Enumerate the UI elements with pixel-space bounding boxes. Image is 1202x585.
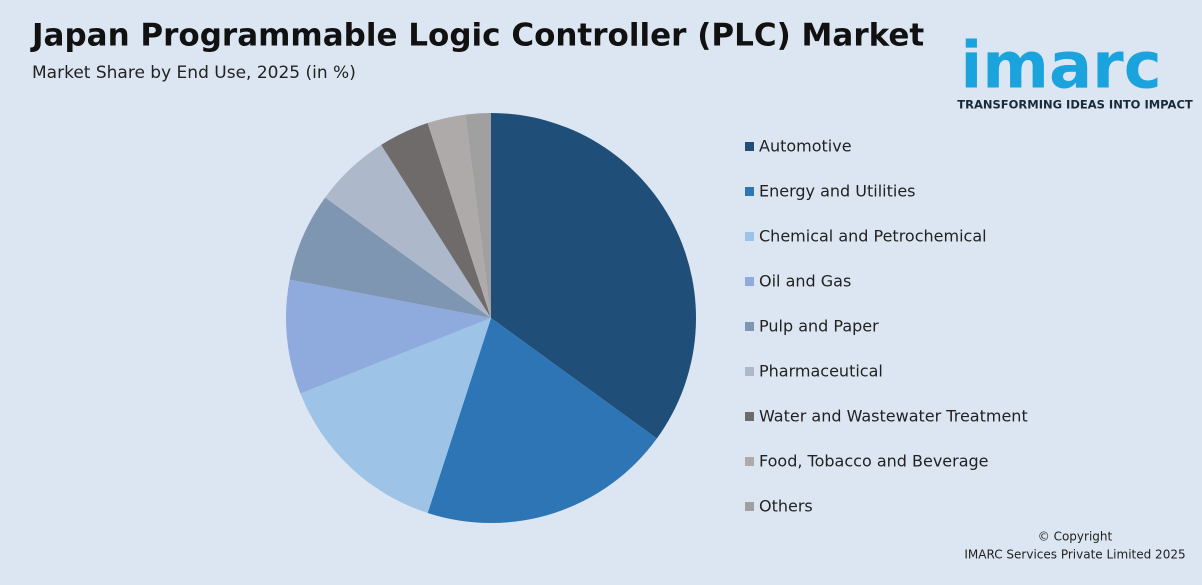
logo-name: imarc xyxy=(960,30,1161,104)
legend-swatch xyxy=(745,502,754,511)
chart-subtitle: Market Share by End Use, 2025 (in %) xyxy=(32,63,356,83)
legend-label: Others xyxy=(759,497,813,516)
pie-slice xyxy=(289,197,491,318)
pie-slice xyxy=(427,114,491,318)
legend-label: Pharmaceutical xyxy=(759,362,883,381)
legend-label: Water and Wastewater Treatment xyxy=(759,407,1028,426)
legend-swatch xyxy=(745,367,754,376)
legend-swatch xyxy=(745,187,754,196)
legend-swatch xyxy=(745,322,754,331)
legend-swatch xyxy=(745,277,754,286)
pie-slice xyxy=(300,318,491,513)
legend-label: Food, Tobacco and Beverage xyxy=(759,452,989,471)
pie-slice xyxy=(285,279,491,394)
pie-slice xyxy=(427,318,657,524)
logo-tagline: TRANSFORMING IDEAS INTO IMPACT xyxy=(957,98,1193,112)
pie-slice xyxy=(325,144,491,318)
chart-title: Japan Programmable Logic Controller (PLC… xyxy=(30,18,924,54)
legend-label: Oil and Gas xyxy=(759,272,851,291)
legend-swatch xyxy=(745,412,754,421)
copyright: © Copyright xyxy=(1038,530,1113,544)
legend-swatch xyxy=(745,457,754,466)
legend-label: Automotive xyxy=(759,137,852,156)
legend-label: Chemical and Petrochemical xyxy=(759,227,987,246)
legend-label: Energy and Utilities xyxy=(759,182,916,201)
pie-slice xyxy=(465,113,491,318)
legend-label: Pulp and Paper xyxy=(759,317,879,336)
legend-swatch xyxy=(745,232,754,241)
legend-swatch xyxy=(745,142,754,151)
copyright: IMARC Services Private Limited 2025 xyxy=(964,548,1185,562)
pie-slice xyxy=(381,123,491,318)
pie-slice xyxy=(491,113,696,439)
